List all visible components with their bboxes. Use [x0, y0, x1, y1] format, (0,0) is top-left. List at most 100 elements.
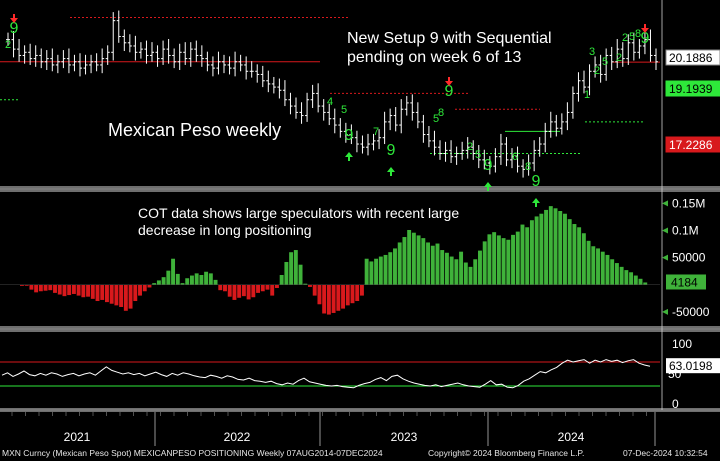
cot-bar	[378, 256, 383, 285]
cot-bar	[511, 234, 515, 285]
cot-axis-tick	[662, 200, 668, 207]
cot-bar	[506, 239, 511, 285]
td-setup-9-count: 9	[484, 157, 493, 174]
cot-last-value-box	[666, 274, 706, 290]
price-axis-label: 20.1886	[669, 51, 713, 65]
cot-bar	[529, 220, 534, 285]
cot-bar	[331, 284, 336, 313]
cot-bar	[515, 231, 520, 285]
td-sequence-count: 8	[525, 161, 531, 173]
cot-bar	[147, 284, 152, 288]
cot-bar	[322, 284, 327, 314]
cot-bar	[232, 284, 237, 300]
cot-bar	[619, 266, 624, 285]
td-sequence-count: 2	[622, 32, 628, 44]
cot-bar	[142, 284, 147, 292]
cot-bar	[38, 284, 43, 292]
cot-axis-tick	[662, 227, 668, 234]
cot-bar	[501, 238, 506, 285]
cot-bar	[397, 242, 402, 285]
cot-axis-tick	[662, 308, 668, 315]
cot-bar	[596, 248, 600, 285]
setup-note-line1: New Setup 9 with Sequential	[347, 30, 552, 47]
cot-bar	[629, 272, 634, 285]
cot-bar	[166, 270, 171, 285]
cot-bar	[638, 278, 643, 285]
cot-bar	[199, 274, 204, 285]
cot-bar	[478, 250, 482, 285]
cot-bar	[586, 240, 591, 285]
cot-bar	[468, 266, 473, 285]
cot-bar	[213, 279, 218, 285]
rsi-axis-label: 0	[672, 397, 679, 411]
cot-note-line2: decrease in long positioning	[138, 222, 312, 238]
footer: MXN Curncy (Mexican Peso Spot) MEXICANPE…	[0, 446, 720, 461]
cot-bar	[312, 284, 317, 296]
cot-axis-label: 0.15M	[672, 196, 705, 210]
cot-bar	[492, 232, 497, 285]
cot-bar	[421, 238, 426, 285]
footer-left: MXN Curncy (Mexican Peso Spot) MEXICANPE…	[2, 448, 383, 458]
td-sequence-count: 4	[327, 96, 333, 108]
x-axis-year-label: 2023	[391, 430, 418, 444]
cot-bar	[81, 284, 86, 298]
td-sequence-count: 2	[5, 39, 11, 51]
cot-bar	[553, 208, 558, 285]
cot-bar	[600, 251, 605, 285]
cot-bar	[43, 284, 48, 291]
cot-bar	[274, 284, 279, 289]
cot-bar	[156, 280, 161, 285]
cot-bar	[572, 224, 577, 285]
cot-bar	[53, 284, 57, 293]
x-axis-year-label: 2022	[224, 430, 251, 444]
cot-bar	[123, 284, 128, 311]
cot-bar	[218, 284, 223, 291]
cot-bar	[364, 258, 369, 285]
td-sequence-count: 5	[341, 104, 347, 116]
cot-bar	[317, 284, 322, 305]
td-setup-9-count: 9	[345, 127, 354, 144]
cot-bar	[119, 284, 124, 307]
cot-note-line1: COT data shows large speculators with re…	[138, 205, 460, 221]
td-sequence-count: 8	[635, 28, 641, 40]
cot-bar	[563, 213, 567, 285]
cot-bar	[227, 284, 232, 297]
cot-bar	[326, 284, 331, 315]
td-sequence-count: 5	[475, 149, 481, 161]
price-title: Mexican Peso weekly	[108, 120, 282, 140]
td-sequence-count: 6	[512, 151, 518, 163]
td-sequence-count: 5	[433, 113, 439, 125]
cot-bar	[95, 284, 100, 302]
cot-bar	[175, 273, 180, 285]
cot-bar	[171, 258, 176, 285]
cot-bar	[20, 284, 24, 286]
sell-signal-arrow	[445, 77, 453, 86]
cot-bar	[454, 259, 459, 285]
buy-signal-arrow	[532, 198, 540, 207]
cot-bar	[114, 284, 119, 306]
cot-bar	[633, 275, 638, 285]
cot-bar	[610, 259, 615, 285]
price-label-box	[665, 136, 720, 153]
cot-bar	[359, 284, 364, 296]
cot-bar	[539, 213, 544, 285]
rsi-last-value-label: 63.0198	[669, 359, 713, 373]
cot-bar	[24, 284, 29, 286]
cot-bar	[402, 237, 407, 285]
cot-bar	[567, 219, 572, 285]
td-sequence-count: 2	[467, 141, 473, 153]
cot-bar	[256, 284, 261, 293]
td-sequence-count: 2	[616, 52, 622, 64]
cot-bar	[463, 262, 468, 285]
cot-bar	[284, 261, 289, 285]
cot-bar	[71, 284, 76, 294]
cot-bar	[194, 273, 199, 285]
cot-bar	[138, 284, 142, 296]
sell-signal-arrow	[641, 24, 649, 33]
x-axis-year-label: 2021	[64, 430, 91, 444]
cot-bar	[204, 271, 209, 285]
cot-bar	[548, 206, 553, 285]
price-axis-label: 17.2286	[669, 138, 713, 152]
td-sequence-count: 5	[602, 56, 608, 68]
